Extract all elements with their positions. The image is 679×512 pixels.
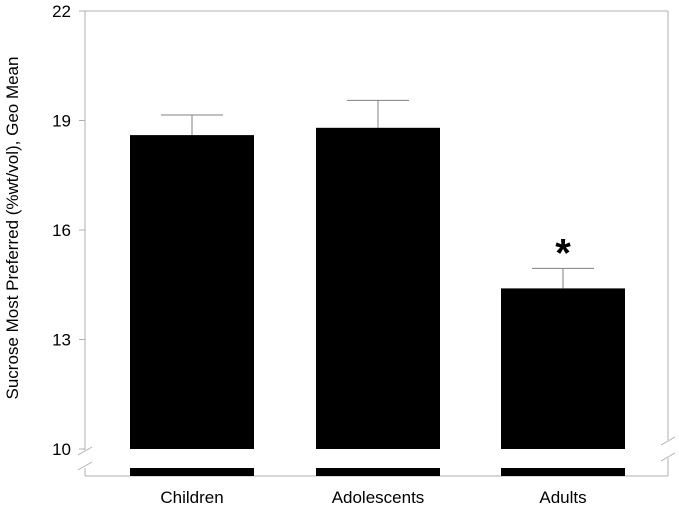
y-tick-label: 22: [52, 2, 71, 21]
axis-break-mark-left-2: [77, 461, 93, 471]
bar-adolescents: [316, 127, 440, 450]
axis-break-mark-right-2: [660, 452, 676, 462]
y-tick-label: 19: [52, 112, 71, 131]
bars: *: [130, 99, 625, 476]
bar-stub-adults: [501, 468, 625, 476]
axis-break-mark-left-1: [77, 446, 93, 456]
y-ticks: 22 19 16 13 10: [52, 2, 85, 459]
x-category-label: Adults: [539, 488, 586, 507]
y-axis-title: Sucrose Most Preferred (%wt/vol), Geo Me…: [3, 57, 22, 400]
bar-children: [130, 135, 254, 449]
y-tick-label: 13: [52, 331, 71, 350]
y-tick-label: 10: [52, 440, 71, 459]
x-labels: Children Adolescents Adults: [160, 488, 586, 507]
axis-break-mark-right-1: [660, 436, 676, 446]
bar-stub-children: [130, 468, 254, 476]
bar-stub-adolescents: [316, 468, 440, 476]
y-tick-label: 16: [52, 221, 71, 240]
x-category-label: Adolescents: [332, 488, 425, 507]
bar-adults: [501, 288, 625, 449]
x-category-label: Children: [160, 488, 223, 507]
significance-marker: *: [555, 231, 571, 275]
